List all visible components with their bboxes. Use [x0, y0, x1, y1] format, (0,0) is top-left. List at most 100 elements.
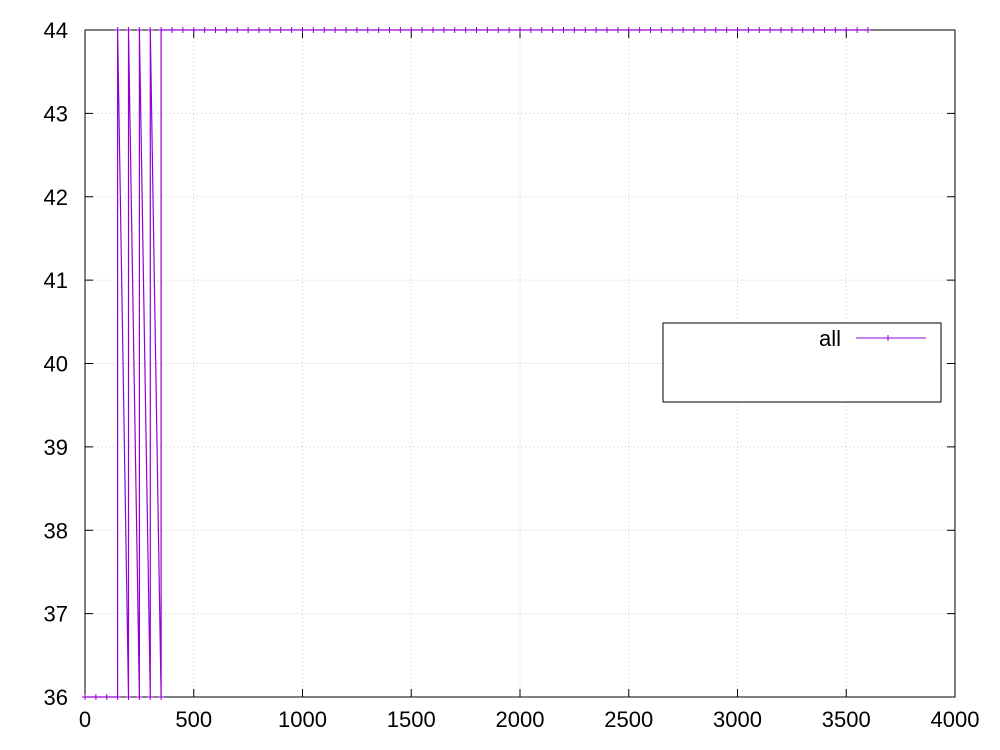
data-point — [190, 27, 197, 33]
data-point — [451, 27, 458, 33]
data-point — [625, 27, 632, 33]
data-point — [125, 27, 132, 33]
data-point — [691, 27, 697, 33]
data-point — [299, 27, 306, 33]
data-point — [158, 694, 165, 700]
x-tick-label: 3000 — [713, 707, 762, 732]
data-point — [495, 27, 502, 33]
y-tick-label: 41 — [44, 268, 68, 293]
data-point — [397, 27, 404, 33]
x-tick-label: 3500 — [822, 707, 871, 732]
data-point — [658, 27, 665, 33]
data-point — [212, 27, 219, 33]
data-point — [549, 27, 556, 33]
y-tick-labels: 36 37 38 39 40 41 42 43 44 — [44, 18, 68, 710]
data-point — [375, 27, 382, 33]
data-point — [136, 27, 143, 33]
y-tick-label: 43 — [44, 101, 68, 126]
y-tick-label: 39 — [44, 435, 68, 460]
data-point — [614, 27, 621, 33]
data-point — [669, 27, 676, 33]
data-point — [865, 27, 871, 33]
data-point — [114, 694, 121, 700]
data-point — [571, 27, 578, 33]
data-point — [756, 27, 763, 33]
x-tick-labels: 0 500 1000 1500 2000 2500 3000 3500 4000 — [79, 707, 980, 732]
legend-box — [662, 322, 942, 403]
data-point — [256, 27, 262, 33]
data-point — [419, 27, 426, 33]
data-point — [179, 27, 186, 33]
data-point — [245, 27, 252, 33]
data-point — [854, 27, 861, 33]
y-tick-label: 44 — [44, 18, 68, 43]
data-point — [147, 694, 154, 700]
data-point — [506, 27, 513, 33]
data-point — [277, 27, 284, 33]
data-point — [321, 27, 328, 33]
data-point — [778, 27, 784, 33]
x-tick-label: 2000 — [496, 707, 545, 732]
data-point — [223, 27, 230, 33]
data-point — [593, 27, 600, 33]
data-point — [538, 27, 545, 33]
data-point — [604, 27, 610, 33]
data-point — [582, 27, 589, 33]
legend-label-all: all — [819, 326, 841, 351]
x-tick-label: 500 — [175, 707, 212, 732]
data-point — [636, 27, 643, 33]
data-point — [158, 27, 165, 33]
data-point — [82, 694, 88, 700]
data-point — [332, 27, 339, 33]
data-point — [364, 27, 371, 33]
data-point — [353, 27, 360, 33]
data-point — [527, 27, 534, 33]
data-point — [701, 27, 708, 33]
data-point — [788, 27, 795, 33]
data-point — [103, 694, 110, 700]
data-point — [767, 27, 774, 33]
data-point — [745, 27, 752, 33]
data-point — [234, 27, 241, 33]
data-point — [473, 27, 480, 33]
x-tick-label: 1500 — [387, 707, 436, 732]
data-point — [147, 27, 154, 33]
data-point — [386, 27, 393, 33]
data-point — [723, 27, 730, 33]
data-point — [734, 27, 741, 33]
data-point — [125, 694, 132, 700]
x-tick-label: 2500 — [604, 707, 653, 732]
data-point — [799, 27, 806, 33]
series — [82, 27, 871, 700]
data-point — [201, 27, 208, 33]
data-point — [266, 27, 273, 33]
data-point — [169, 27, 175, 33]
data-point — [832, 27, 839, 33]
data-point — [430, 27, 436, 33]
data-point — [343, 27, 349, 33]
y-tick-label: 36 — [44, 685, 68, 710]
data-point — [517, 27, 523, 33]
y-tick-label: 40 — [44, 352, 68, 377]
data-point — [712, 27, 719, 33]
data-point — [560, 27, 567, 33]
y-tick-label: 42 — [44, 185, 68, 210]
data-point — [810, 27, 817, 33]
y-tick-label: 38 — [44, 518, 68, 543]
data-point — [440, 27, 447, 33]
data-point — [680, 27, 687, 33]
data-point — [92, 694, 99, 700]
data-point — [136, 694, 143, 700]
data-point — [114, 27, 121, 33]
data-point — [843, 27, 850, 33]
y-tick-label: 37 — [44, 602, 68, 627]
data-point — [484, 27, 491, 33]
data-point — [821, 27, 828, 33]
data-point — [288, 27, 295, 33]
legend-marker-all — [885, 335, 891, 341]
legend: all — [662, 322, 942, 403]
data-point — [462, 27, 469, 33]
x-tick-label: 0 — [79, 707, 91, 732]
data-point — [310, 27, 317, 33]
